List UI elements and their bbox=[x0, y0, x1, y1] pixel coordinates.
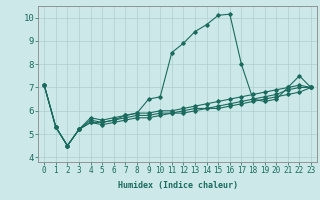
X-axis label: Humidex (Indice chaleur): Humidex (Indice chaleur) bbox=[118, 181, 238, 190]
